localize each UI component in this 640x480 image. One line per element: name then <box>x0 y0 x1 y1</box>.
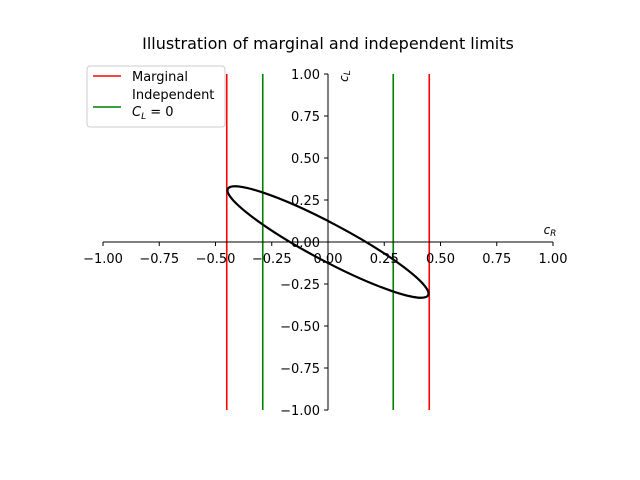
legend-label-independent-line2: CL = 0 <box>132 105 174 122</box>
x-tick-label: 1.00 <box>539 252 568 267</box>
legend: Marginal Independent CL = 0 <box>86 65 226 128</box>
legend-label-marginal: Marginal <box>132 70 188 85</box>
y-tick-label: −0.50 <box>280 320 320 335</box>
x-tick-label: 0.75 <box>482 252 511 267</box>
y-tick-label: −0.75 <box>280 362 320 377</box>
y-axis-label: cL <box>337 70 353 82</box>
y-tick-label: 0.75 <box>291 110 320 125</box>
chart-title: Illustration of marginal and independent… <box>142 34 514 53</box>
legend-label-independent: Independent <box>132 88 214 103</box>
x-tick-label: −0.50 <box>196 252 236 267</box>
y-tick-label: 1.00 <box>291 68 320 83</box>
x-tick-label: −1.00 <box>83 252 123 267</box>
axes: −1.00 −0.75 −0.50 −0.25 0.00 0.25 0.50 0.75 1.00… <box>83 68 567 419</box>
x-ticks: −1.00 −0.75 −0.50 −0.25 0.00 0.25 0.50 0.75 1.00 <box>83 242 567 267</box>
legend-frame <box>86 65 226 128</box>
x-tick-label: −0.75 <box>139 252 179 267</box>
x-tick-label: 0.50 <box>426 252 455 267</box>
y-tick-label: −0.25 <box>280 278 320 293</box>
y-tick-label: 0.50 <box>291 152 320 167</box>
confidence-ellipse <box>226 185 430 299</box>
y-tick-label: −1.00 <box>280 404 320 419</box>
x-tick-label: 0.25 <box>370 252 399 267</box>
y-ticks: −1.00 −0.75 −0.50 −0.25 0.00 0.25 0.50 0.75 1.00 <box>280 68 328 419</box>
x-tick-label: −0.25 <box>252 252 292 267</box>
y-tick-label: 0.00 <box>291 236 320 251</box>
x-axis-label: cR <box>544 223 557 239</box>
x-tick-label: 0.00 <box>314 252 343 267</box>
y-tick-label: 0.25 <box>291 194 320 209</box>
